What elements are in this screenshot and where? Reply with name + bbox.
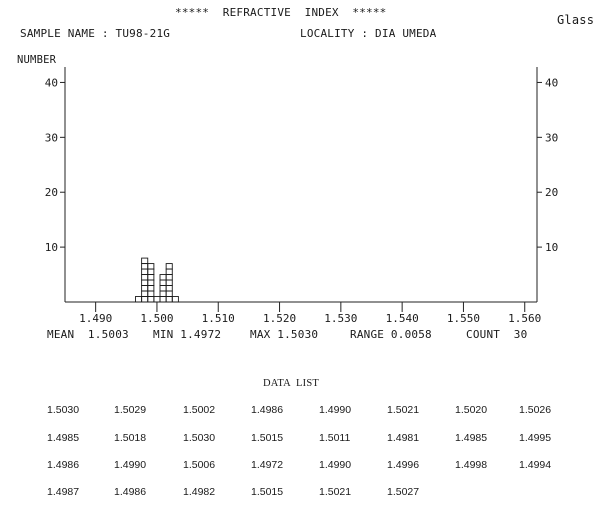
data-list-value: 1.5006 [183, 459, 216, 471]
histogram-cell [165, 285, 173, 292]
histogram-cell [159, 290, 167, 297]
histogram-cell [165, 290, 173, 297]
data-list-value: 1.4986 [47, 459, 80, 471]
stat-max: MAX 1.5030 [250, 328, 319, 341]
x-tick-label: 1.550 [447, 312, 480, 325]
data-list-value: 1.5030 [183, 432, 216, 444]
stat-mean: MEAN 1.5003 [47, 328, 129, 341]
stat-count: COUNT 30 [466, 328, 528, 341]
corner-label: Glass [557, 13, 595, 27]
histogram-cell [135, 296, 143, 303]
x-tick-label: 1.520 [263, 312, 296, 325]
stat-range: RANGE 0.0058 [350, 328, 432, 341]
y-tick-label-left: 10 [45, 241, 58, 254]
histogram-cell [147, 290, 155, 297]
data-list-value: 1.5030 [47, 404, 80, 416]
data-list-value: 1.4982 [183, 486, 216, 498]
histogram-cell [165, 268, 173, 276]
sample-name: SAMPLE NAME : TU98-21G [20, 27, 171, 40]
y-tick-label-left: 20 [45, 186, 58, 199]
histogram-cell [141, 285, 149, 292]
histogram-cell [165, 279, 173, 286]
data-list-value: 1.4990 [319, 404, 352, 416]
histogram-cell [141, 274, 149, 281]
x-tick-label: 1.530 [324, 312, 357, 325]
data-list-value: 1.4994 [519, 459, 552, 471]
data-list-value: 1.4990 [319, 459, 352, 471]
histogram-cell [141, 268, 149, 276]
histogram-cell [147, 285, 155, 292]
data-list-value: 1.4981 [387, 432, 420, 444]
data-list-value: 1.5018 [114, 432, 147, 444]
x-tick-label: 1.560 [508, 312, 541, 325]
histogram-cell [141, 290, 149, 297]
y-tick-label-right: 30 [545, 131, 558, 144]
y-axis-label: NUMBER [17, 54, 57, 66]
data-list-value: 1.4987 [47, 486, 80, 498]
histogram-cell [159, 296, 167, 303]
data-list-value: 1.5021 [319, 486, 352, 498]
histogram-cell [147, 268, 155, 276]
data-list-value: 1.5029 [114, 404, 147, 416]
histogram-cell [165, 263, 173, 270]
data-list-value: 1.5026 [519, 404, 552, 416]
data-list-value: 1.4972 [251, 459, 284, 471]
chart-title: ***** REFRACTIVE INDEX ***** [175, 6, 387, 19]
data-list-value: 1.4985 [455, 432, 488, 444]
histogram-cell [147, 279, 155, 286]
y-tick-label-right: 10 [545, 241, 558, 254]
histogram-cell [165, 274, 173, 281]
histogram-cell [141, 296, 149, 303]
histogram-cell [147, 296, 155, 303]
histogram-cell [147, 274, 155, 281]
data-list-value: 1.5015 [251, 432, 284, 444]
histogram-cell [147, 263, 155, 270]
histogram-cell [171, 296, 179, 303]
y-tick-label-left: 30 [45, 131, 58, 144]
locality: LOCALITY : DIA UMEDA [300, 27, 437, 40]
data-list-value: 1.4986 [114, 486, 147, 498]
histogram-cell [159, 279, 167, 286]
data-list-value: 1.4996 [387, 459, 420, 471]
data-list-value: 1.5020 [455, 404, 488, 416]
data-list-value: 1.4985 [47, 432, 80, 444]
histogram-chart: 10 10 20 20 30 30 40 40 1.490 1.500 1.510 1.520 1.53… [45, 67, 558, 325]
stat-min: MIN 1.4972 [153, 328, 222, 341]
y-tick-label-left: 40 [45, 76, 58, 89]
data-list-value: 1.5027 [387, 486, 420, 498]
histogram-cell [159, 274, 167, 281]
data-list-value: 1.4995 [519, 432, 552, 444]
histogram-cell [141, 257, 149, 265]
data-list-title: DATA LIST [263, 378, 319, 389]
data-list-value: 1.5015 [251, 486, 284, 498]
data-list-value: 1.5011 [319, 432, 351, 444]
histogram-cell [153, 296, 161, 303]
histogram-cell [141, 279, 149, 286]
data-list-value: 1.5021 [387, 404, 420, 416]
y-tick-label-right: 40 [545, 76, 558, 89]
x-tick-label: 1.500 [140, 312, 173, 325]
x-tick-label: 1.510 [202, 312, 235, 325]
y-tick-label-right: 20 [545, 186, 558, 199]
data-list-value: 1.5002 [183, 404, 216, 416]
data-list-value: 1.4998 [455, 459, 488, 471]
x-tick-label: 1.490 [79, 312, 112, 325]
x-tick-label: 1.540 [386, 312, 419, 325]
histogram-cell [165, 296, 173, 303]
data-list-value: 1.4990 [114, 459, 147, 471]
histogram-cell [141, 263, 149, 270]
data-list-value: 1.4986 [251, 404, 284, 416]
histogram-cell [159, 285, 167, 292]
